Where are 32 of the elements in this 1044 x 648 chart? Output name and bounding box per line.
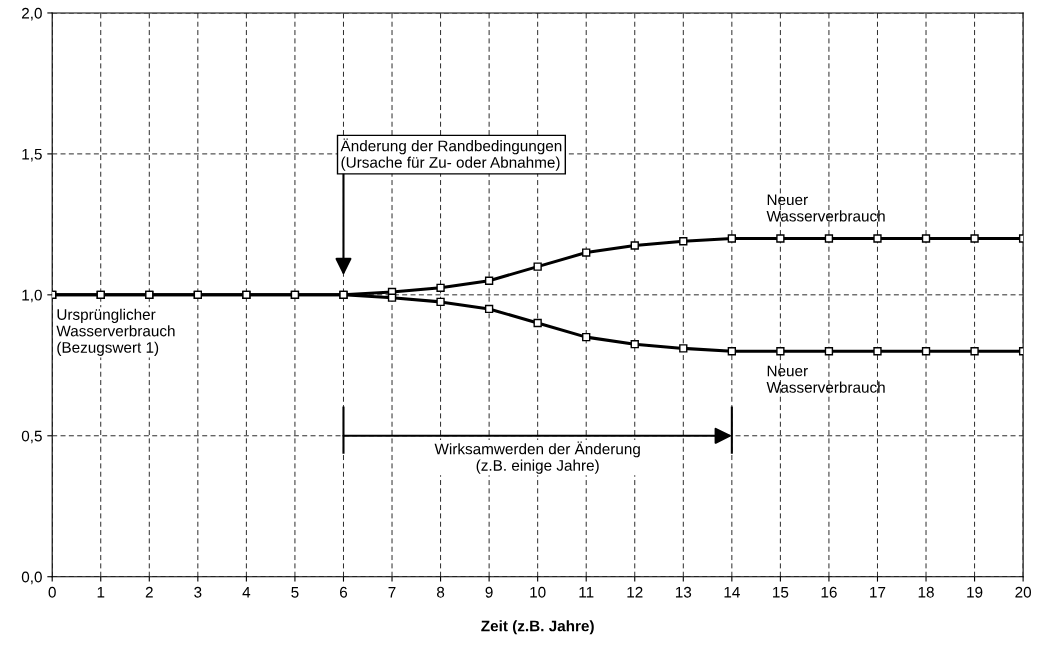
- x-tick-label: 3: [194, 586, 202, 598]
- y-tick-label: 1,5: [22, 148, 42, 162]
- annotation: Ursprünglicher Wasserverbrauch (Bezugswert 1): [56, 308, 175, 356]
- x-tick-label: 15: [773, 587, 789, 598]
- x-tick-label: 12: [627, 586, 643, 598]
- annotation: Wirksamwerden der Änderung (z.B. einige Jahre): [434, 441, 640, 474]
- y-tick-label: 2,0: [22, 7, 42, 21]
- x-tick-label: 19: [967, 586, 983, 598]
- x-tick-label: 5: [291, 587, 299, 598]
- y-tick-label: 1,0: [22, 289, 42, 303]
- annotation: Änderung der Randbedingungen (Ursache für Zu- oder Abnahme): [340, 138, 562, 171]
- x-axis-title: Zeit (z.B. Jahre): [481, 620, 594, 635]
- x-tick-label: 2: [145, 586, 153, 598]
- x-tick-label: 20: [1015, 586, 1032, 598]
- x-tick-label: 13: [675, 586, 692, 598]
- x-tick-label: 8: [436, 586, 445, 598]
- x-tick-label: 18: [918, 586, 934, 598]
- x-tick-label: 6: [340, 586, 348, 598]
- x-tick-label: 16: [821, 586, 837, 598]
- x-tick-label: 17: [870, 587, 886, 598]
- x-tick-label: 11: [579, 587, 594, 598]
- y-tick-label: 0,5: [21, 430, 42, 444]
- x-tick-label: 10: [530, 586, 546, 598]
- x-tick-label: 9: [485, 586, 493, 598]
- y-tick-label: 0,0: [21, 571, 42, 585]
- x-tick-label: 0: [48, 586, 56, 598]
- series-label: Neuer Wasserverbrauch: [766, 365, 885, 393]
- x-tick-label: 14: [724, 587, 740, 598]
- x-tick-label: 7: [388, 587, 396, 598]
- x-tick-label: 1: [97, 587, 105, 598]
- series-label: Neuer Wasserverbrauch: [766, 194, 885, 222]
- x-tick-label: 4: [242, 587, 251, 598]
